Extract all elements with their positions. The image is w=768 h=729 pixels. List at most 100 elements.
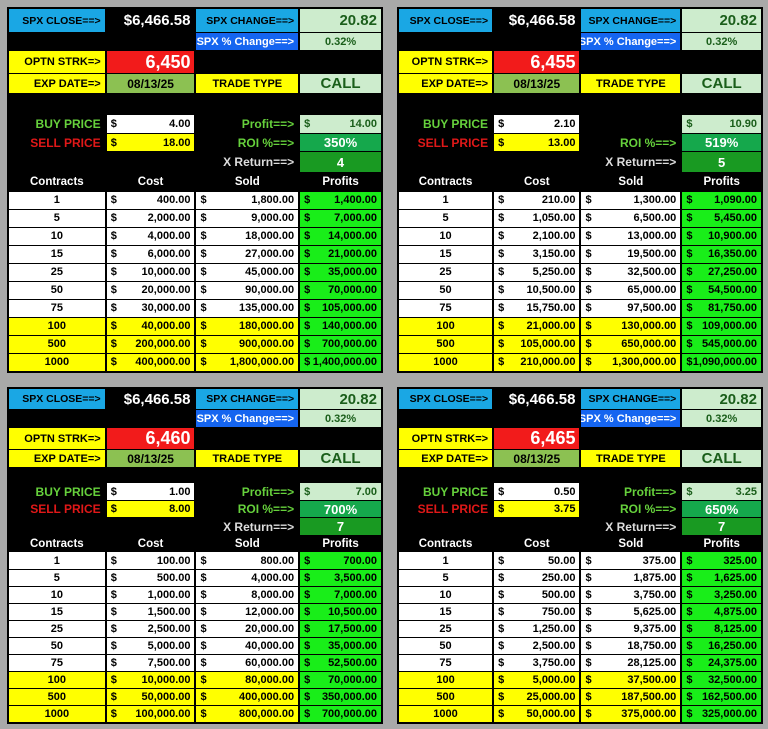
cost-cell[interactable]: $400.00 [106, 191, 195, 209]
profit-cell[interactable]: $3,250.00 [682, 586, 761, 603]
sold-cell[interactable]: $18,000.00 [196, 227, 299, 245]
profit-cell[interactable]: $700.00 [300, 552, 381, 569]
sold-cell[interactable]: $12,000.00 [196, 603, 299, 620]
profit-cell[interactable]: $14,000.00 [300, 227, 381, 245]
cost-cell[interactable]: $1,250.00 [494, 620, 580, 637]
cost-cell[interactable]: $3,150.00 [494, 245, 580, 263]
profit-cell[interactable]: $24,375.00 [682, 654, 761, 671]
profit-cell[interactable]: $545,000.00 [682, 335, 761, 353]
profit-cell[interactable]: $32,500.00 [682, 671, 761, 688]
profit-cell[interactable]: $5,450.00 [682, 209, 761, 227]
cost-cell[interactable]: $6,000.00 [106, 245, 195, 263]
profit-cell[interactable]: $109,000.00 [682, 317, 761, 335]
profit-cell[interactable]: $1,400,000.00 [300, 353, 381, 371]
profit-cell[interactable]: $7,000.00 [300, 209, 381, 227]
sold-cell[interactable]: $130,000.00 [581, 317, 681, 335]
sold-cell[interactable]: $18,750.00 [581, 637, 681, 654]
sell-price-input[interactable]: $8.00 [106, 501, 195, 518]
sold-cell[interactable]: $800,000.00 [196, 705, 299, 722]
cost-cell[interactable]: $21,000.00 [494, 317, 580, 335]
profit-cell[interactable]: $4,875.00 [682, 603, 761, 620]
sold-cell[interactable]: $650,000.00 [581, 335, 681, 353]
cost-cell[interactable]: $20,000.00 [106, 281, 195, 299]
profit-value[interactable]: $14.00 [300, 115, 381, 134]
sold-cell[interactable]: $3,750.00 [581, 586, 681, 603]
sold-cell[interactable]: $9,000.00 [196, 209, 299, 227]
profit-cell[interactable]: $16,250.00 [682, 637, 761, 654]
cost-cell[interactable]: $5,000.00 [106, 637, 195, 654]
cost-cell[interactable]: $500.00 [106, 569, 195, 586]
profit-cell[interactable]: $10,500.00 [300, 603, 381, 620]
cost-cell[interactable]: $750.00 [494, 603, 580, 620]
sold-cell[interactable]: $28,125.00 [581, 654, 681, 671]
sell-price-input[interactable]: $13.00 [494, 134, 580, 152]
sell-price-input[interactable]: $3.75 [494, 501, 580, 518]
cost-cell[interactable]: $5,250.00 [494, 263, 580, 281]
sold-cell[interactable]: $1,875.00 [581, 569, 681, 586]
cost-cell[interactable]: $10,000.00 [106, 263, 195, 281]
sold-cell[interactable]: $1,800,000.00 [196, 353, 299, 371]
profit-cell[interactable]: $70,000.00 [300, 281, 381, 299]
profit-cell[interactable]: $3,500.00 [300, 569, 381, 586]
profit-cell[interactable]: $81,750.00 [682, 299, 761, 317]
profit-cell[interactable]: $16,350.00 [682, 245, 761, 263]
cost-cell[interactable]: $400,000.00 [106, 353, 195, 371]
profit-value[interactable]: $10.90 [682, 115, 761, 134]
cost-cell[interactable]: $500.00 [494, 586, 580, 603]
sold-cell[interactable]: $37,500.00 [581, 671, 681, 688]
sold-cell[interactable]: $90,000.00 [196, 281, 299, 299]
sold-cell[interactable]: $80,000.00 [196, 671, 299, 688]
cost-cell[interactable]: $15,750.00 [494, 299, 580, 317]
sold-cell[interactable]: $60,000.00 [196, 654, 299, 671]
buy-price-input[interactable]: $4.00 [106, 115, 195, 134]
sold-cell[interactable]: $97,500.00 [581, 299, 681, 317]
profit-cell[interactable]: $35,000.00 [300, 263, 381, 281]
sold-cell[interactable]: $375,000.00 [581, 705, 681, 722]
cost-cell[interactable]: $1,500.00 [106, 603, 195, 620]
cost-cell[interactable]: $5,000.00 [494, 671, 580, 688]
profit-cell[interactable]: $21,000.00 [300, 245, 381, 263]
cost-cell[interactable]: $3,750.00 [494, 654, 580, 671]
profit-cell[interactable]: $27,250.00 [682, 263, 761, 281]
cost-cell[interactable]: $1,050.00 [494, 209, 580, 227]
profit-cell[interactable]: $700,000.00 [300, 705, 381, 722]
sold-cell[interactable]: $900,000.00 [196, 335, 299, 353]
profit-cell[interactable]: $70,000.00 [300, 671, 381, 688]
sold-cell[interactable]: $180,000.00 [196, 317, 299, 335]
profit-cell[interactable]: $105,000.00 [300, 299, 381, 317]
buy-price-input[interactable]: $0.50 [494, 483, 580, 501]
cost-cell[interactable]: $210.00 [494, 191, 580, 209]
sold-cell[interactable]: $800.00 [196, 552, 299, 569]
cost-cell[interactable]: $2,100.00 [494, 227, 580, 245]
profit-value[interactable]: $7.00 [300, 483, 381, 501]
sold-cell[interactable]: $135,000.00 [196, 299, 299, 317]
sold-cell[interactable]: $32,500.00 [581, 263, 681, 281]
sold-cell[interactable]: $6,500.00 [581, 209, 681, 227]
cost-cell[interactable]: $210,000.00 [494, 353, 580, 371]
cost-cell[interactable]: $50.00 [494, 552, 580, 569]
cost-cell[interactable]: $2,000.00 [106, 209, 195, 227]
sold-cell[interactable]: $375.00 [581, 552, 681, 569]
sold-cell[interactable]: $1,300.00 [581, 191, 681, 209]
sold-cell[interactable]: $13,000.00 [581, 227, 681, 245]
cost-cell[interactable]: $7,500.00 [106, 654, 195, 671]
profit-cell[interactable]: $700,000.00 [300, 335, 381, 353]
cost-cell[interactable]: $50,000.00 [106, 688, 195, 705]
buy-price-input[interactable]: $2.10 [494, 115, 580, 134]
cost-cell[interactable]: $40,000.00 [106, 317, 195, 335]
sold-cell[interactable]: $45,000.00 [196, 263, 299, 281]
cost-cell[interactable]: $4,000.00 [106, 227, 195, 245]
cost-cell[interactable]: $25,000.00 [494, 688, 580, 705]
cost-cell[interactable]: $10,000.00 [106, 671, 195, 688]
cost-cell[interactable]: $250.00 [494, 569, 580, 586]
sold-cell[interactable]: $19,500.00 [581, 245, 681, 263]
sold-cell[interactable]: $1,800.00 [196, 191, 299, 209]
profit-cell[interactable]: $1,400.00 [300, 191, 381, 209]
sold-cell[interactable]: $20,000.00 [196, 620, 299, 637]
cost-cell[interactable]: $1,000.00 [106, 586, 195, 603]
cost-cell[interactable]: $50,000.00 [494, 705, 580, 722]
sold-cell[interactable]: $8,000.00 [196, 586, 299, 603]
profit-value[interactable]: $3.25 [682, 483, 761, 501]
cost-cell[interactable]: $105,000.00 [494, 335, 580, 353]
sold-cell[interactable]: $40,000.00 [196, 637, 299, 654]
